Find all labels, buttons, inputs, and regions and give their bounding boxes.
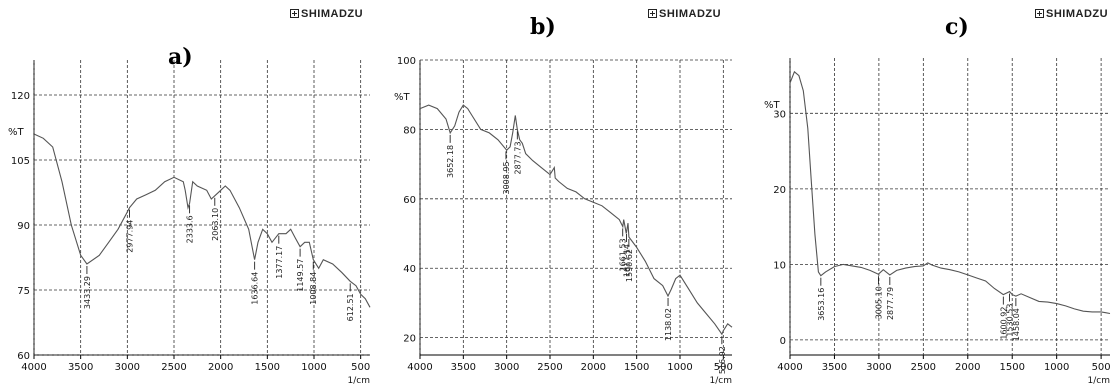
spectrum-series-line xyxy=(789,70,1111,315)
brand-logo-b: SHIMADZU xyxy=(648,8,721,20)
y-axis-label: %T xyxy=(764,100,781,111)
y-tick-label: 100 xyxy=(397,56,416,67)
peak-label: 516.92 xyxy=(718,346,727,374)
x-tick-label: 3000 xyxy=(494,362,519,373)
y-tick-label: 20 xyxy=(403,334,416,345)
x-tick-label: 2500 xyxy=(161,362,186,373)
y-tick-label: 10 xyxy=(773,260,786,271)
shimadzu-logo-icon xyxy=(648,9,657,18)
peak-label: 2063.10 xyxy=(211,208,220,241)
panel-label-c: c) xyxy=(945,14,969,40)
peak-label: 1149.57 xyxy=(296,259,305,292)
x-tick-label: 2000 xyxy=(208,362,233,373)
x-tick-label: 2000 xyxy=(955,362,980,373)
shimadzu-logo-icon xyxy=(290,9,299,18)
spectrum-panel-c: 0 10 20 30 4000 3500 3000 2500 2000 1500 1000 500 %T… xyxy=(755,0,1117,390)
peak-label: 3652.18 xyxy=(446,145,455,178)
x-axis-label: 1/cm xyxy=(348,376,370,386)
y-axis-label: %T xyxy=(394,92,411,103)
y-tick-label: 0 xyxy=(780,336,786,347)
peak-label: 3008.95 xyxy=(502,161,511,194)
spectrum-panel-b: 20 40 60 80 100 4000 3500 3000 2500 2000 1500 1000 5… xyxy=(380,0,742,390)
y-tick-label: 75 xyxy=(17,286,30,297)
peak-label: 1008.84 xyxy=(309,272,318,305)
x-tick-label: 500 xyxy=(1092,362,1111,373)
peak-label: 3653.16 xyxy=(817,288,826,321)
x-tick-label: 1500 xyxy=(255,362,280,373)
spectrum-chart-b: 20 40 60 80 100 4000 3500 3000 2500 2000 1500 1000 5… xyxy=(394,56,733,386)
peak-label: 2877.79 xyxy=(886,287,895,320)
x-tick-label: 2000 xyxy=(581,362,606,373)
spectrum-chart-a: 60 75 90 105 120 4000 3500 3000 2500 2000 1500 1000… xyxy=(8,60,371,386)
x-tick-label: 1500 xyxy=(624,362,649,373)
x-tick-label: 1500 xyxy=(999,362,1024,373)
peak-label: 2877.73 xyxy=(513,141,522,174)
peak-label: 1590.62 xyxy=(625,249,634,282)
y-tick-label: 120 xyxy=(11,91,30,102)
peak-label: 1600.92 xyxy=(999,307,1008,340)
y-tick-label: 60 xyxy=(17,351,30,362)
shimadzu-logo-icon xyxy=(1035,9,1044,18)
y-tick-label: 80 xyxy=(403,125,416,136)
peak-label: 612.51 xyxy=(346,293,355,321)
peak-label: 3005.10 xyxy=(874,286,883,319)
x-tick-label: 3000 xyxy=(866,362,891,373)
spectrum-panel-a: 60 75 90 105 120 4000 3500 3000 2500 2000 1500 1000… xyxy=(0,0,375,390)
peak-label: 1138.02 xyxy=(664,308,673,341)
x-axis-label: 1/cm xyxy=(710,376,732,386)
peak-label: 2977.94 xyxy=(125,220,134,253)
panel-label-b: b) xyxy=(530,14,556,40)
brand-logo-c: SHIMADZU xyxy=(1035,8,1108,20)
x-tick-label: 2500 xyxy=(537,362,562,373)
brand-name-a: SHIMADZU xyxy=(301,8,364,20)
x-tick-label: 2500 xyxy=(911,362,936,373)
y-tick-label: 20 xyxy=(773,185,786,196)
y-tick-label: 40 xyxy=(403,264,416,275)
y-tick-label: 105 xyxy=(11,156,30,167)
x-tick-label: 500 xyxy=(351,362,370,373)
y-axis-label: %T xyxy=(8,127,25,138)
peak-label: 1617.14 xyxy=(623,244,632,277)
peak-label: 1530.53 xyxy=(1006,304,1015,337)
x-tick-label: 1000 xyxy=(1044,362,1069,373)
x-tick-label: 1000 xyxy=(301,362,326,373)
panel-label-a: a) xyxy=(168,44,193,70)
peak-label: 3433.29 xyxy=(83,276,92,309)
spectrum-series-line xyxy=(33,133,371,308)
x-tick-label: 500 xyxy=(714,362,733,373)
brand-logo-a: SHIMADZU xyxy=(290,8,363,20)
peak-label: 1377.17 xyxy=(275,246,284,279)
y-tick-label: 90 xyxy=(17,221,30,232)
brand-name-b: SHIMADZU xyxy=(659,8,722,20)
brand-name-c: SHIMADZU xyxy=(1046,8,1109,20)
x-tick-label: 3500 xyxy=(822,362,847,373)
y-tick-label: 60 xyxy=(403,195,416,206)
x-tick-label: 1000 xyxy=(667,362,692,373)
spectrum-chart-c: 0 10 20 30 4000 3500 3000 2500 2000 1500 1000 500 %T… xyxy=(764,58,1111,386)
spectrum-series-line xyxy=(419,104,733,336)
x-tick-label: 4000 xyxy=(21,362,46,373)
peak-label: 1636.64 xyxy=(251,272,260,305)
x-tick-label: 3500 xyxy=(451,362,476,373)
peak-label: 1661.53 xyxy=(619,238,628,271)
x-axis-label: 1/cm xyxy=(1088,376,1110,386)
x-tick-label: 4000 xyxy=(407,362,432,373)
y-tick-label: 30 xyxy=(773,109,786,120)
peak-label: 2333.6 xyxy=(186,215,195,243)
x-tick-label: 4000 xyxy=(777,362,802,373)
peak-label: 1458.04 xyxy=(1012,308,1021,341)
x-tick-label: 3500 xyxy=(68,362,93,373)
x-tick-label: 3000 xyxy=(115,362,140,373)
